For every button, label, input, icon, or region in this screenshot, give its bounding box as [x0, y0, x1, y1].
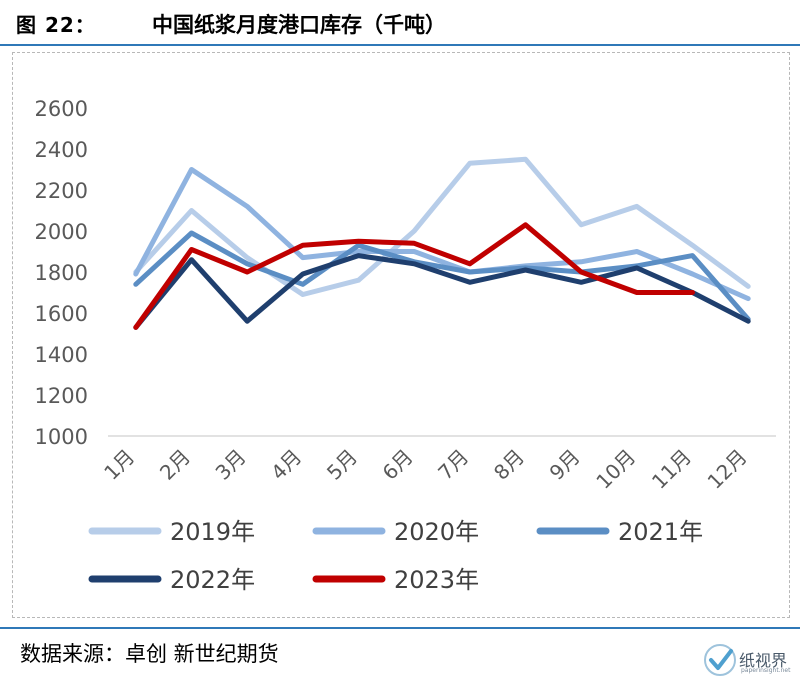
y-tick-label: 2200	[35, 179, 88, 203]
watermark-text: 纸视界	[739, 651, 788, 670]
x-tick-label: 6月	[378, 445, 418, 485]
y-tick-label: 1000	[35, 425, 88, 449]
x-tick-label: 10月	[591, 445, 640, 494]
series-line	[133, 156, 751, 297]
x-tick-label: 12月	[703, 445, 752, 494]
x-tick-label: 7月	[433, 445, 473, 485]
series-line	[133, 230, 751, 322]
legend-label: 2020年	[394, 518, 479, 546]
figure-header: 图 22： 中国纸浆月度港口库存（千吨）	[0, 0, 800, 46]
series-lines	[133, 156, 751, 330]
y-tick-label: 2600	[35, 97, 88, 121]
line-chart: 1000 1200 1400 1600 1800 2000 2200 2400 2600 1月 2…	[35, 97, 776, 594]
figure-label: 图 22：	[16, 13, 96, 37]
watermark: 纸视界 paperinsight.net	[703, 643, 795, 677]
data-source: 数据来源：卓创 新世纪期货	[20, 642, 279, 666]
x-tick-label: 1月	[99, 445, 139, 485]
header-rule	[0, 44, 800, 46]
y-tick-label: 1800	[35, 261, 88, 285]
x-tick-label: 5月	[322, 445, 362, 485]
x-tick-label: 11月	[647, 445, 696, 494]
y-tick-label: 1400	[35, 343, 88, 367]
y-tick-label: 2000	[35, 220, 88, 244]
y-tick-label: 1200	[35, 384, 88, 408]
y-axis: 1000 1200 1400 1600 1800 2000 2200 2400 2600	[35, 97, 88, 449]
legend-label: 2022年	[170, 566, 255, 594]
legend-label: 2019年	[170, 518, 255, 546]
x-tick-label: 9月	[545, 445, 585, 485]
x-tick-label: 4月	[266, 445, 306, 485]
watermark-logo-icon	[704, 644, 736, 676]
x-axis: 1月 2月 3月 4月 5月 6月 7月 8月 9月 10月 11月 12月	[99, 445, 751, 494]
legend-label: 2023年	[394, 566, 479, 594]
x-tick-label: 3月	[211, 445, 251, 485]
x-tick-label: 2月	[155, 445, 195, 485]
series-line	[133, 167, 751, 302]
series-line	[133, 253, 751, 330]
legend: 2019年 2020年 2021年 2022年 2023年	[88, 518, 703, 594]
legend-label: 2021年	[618, 518, 703, 546]
y-tick-label: 1600	[35, 302, 88, 326]
y-tick-label: 2400	[35, 138, 88, 162]
watermark-url: paperinsight.net	[741, 667, 791, 674]
chart-frame	[12, 52, 790, 618]
x-tick-label: 8月	[489, 445, 529, 485]
footer-rule	[0, 627, 800, 629]
series-line	[133, 222, 695, 330]
figure-title: 中国纸浆月度港口库存（千吨）	[152, 13, 446, 37]
